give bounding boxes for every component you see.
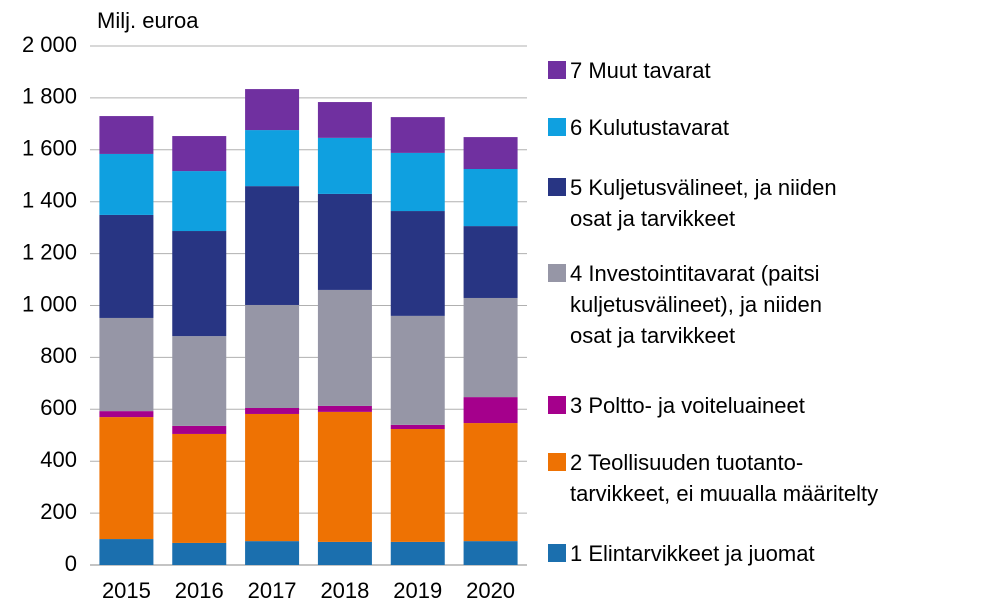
- legend-swatch: [548, 61, 566, 79]
- bar-segment: [463, 137, 518, 170]
- legend-item: 5 Kuljetusvälineet, ja niiden osat ja ta…: [548, 172, 837, 234]
- bar-segment: [317, 405, 372, 412]
- legend-item: 4 Investointitavarat (paitsi kuljetusväl…: [548, 258, 822, 351]
- legend-label: 7 Muut tavarat: [570, 58, 711, 83]
- x-tick-label: 2017: [248, 578, 297, 603]
- legend-label: 4 Investointitavarat (paitsi kuljetusväl…: [570, 261, 822, 348]
- legend-item: 1 Elintarvikkeet ja juomat: [548, 538, 815, 569]
- bar-segment: [463, 423, 518, 542]
- y-tick-label: 1 600: [22, 136, 77, 161]
- bar-segment: [172, 433, 227, 543]
- legend-swatch: [548, 178, 566, 196]
- bar-segment: [172, 425, 227, 434]
- bar-segment: [99, 317, 154, 412]
- bar-segment: [245, 541, 300, 565]
- bar-segment: [172, 336, 227, 426]
- bar-segment: [99, 411, 154, 418]
- bar-segment: [317, 137, 372, 194]
- bar-segment: [245, 408, 300, 414]
- y-tick-label: 200: [40, 499, 77, 524]
- legend-label: 5 Kuljetusvälineet, ja niiden osat ja ta…: [570, 175, 837, 231]
- bar-segment: [390, 315, 445, 425]
- x-tick-label: 2016: [175, 578, 224, 603]
- x-tick-label: 2019: [393, 578, 442, 603]
- x-tick-label: 2020: [466, 578, 515, 603]
- legend-item: 6 Kulutustavarat: [548, 112, 729, 143]
- bar-segment: [463, 297, 518, 398]
- bar-segment: [317, 411, 372, 542]
- x-tick-label: 2015: [102, 578, 151, 603]
- bar-segment: [99, 116, 154, 154]
- x-tick-label: 2018: [320, 578, 369, 603]
- y-axis-label: Milj. euroa: [97, 8, 199, 33]
- legend-item: 3 Poltto- ja voiteluaineet: [548, 390, 805, 421]
- legend-swatch: [548, 118, 566, 136]
- y-tick-label: 2 000: [22, 32, 77, 57]
- bar-segment: [172, 171, 227, 232]
- bar-segment: [99, 214, 154, 318]
- bar-segment: [390, 211, 445, 316]
- legend-swatch: [548, 264, 566, 282]
- y-tick-label: 1 200: [22, 239, 77, 264]
- legend-item: 7 Muut tavarat: [548, 55, 711, 86]
- bar-segment: [245, 130, 300, 187]
- y-tick-label: 400: [40, 447, 77, 472]
- bar-segment: [245, 304, 300, 409]
- bar-segment: [390, 541, 445, 565]
- bar-segment: [99, 153, 154, 215]
- legend-label: 2 Teollisuuden tuotanto- tarvikkeet, ei …: [570, 450, 879, 506]
- y-tick-label: 1 800: [22, 84, 77, 109]
- legend-label: 1 Elintarvikkeet ja juomat: [570, 541, 815, 566]
- legend-label: 3 Poltto- ja voiteluaineet: [570, 393, 805, 418]
- bar-segment: [317, 102, 372, 138]
- bar-segment: [390, 424, 445, 430]
- y-tick-label: 1 400: [22, 188, 77, 213]
- y-tick-label: 0: [65, 551, 77, 576]
- bar-segment: [172, 231, 227, 337]
- bar-segment: [463, 397, 518, 424]
- bar-segment: [317, 193, 372, 290]
- bar-segment: [390, 117, 445, 153]
- legend-swatch: [548, 453, 566, 471]
- bar-segment: [245, 186, 300, 305]
- bar-segment: [245, 413, 300, 542]
- bar-segment: [172, 136, 227, 172]
- legend-swatch: [548, 544, 566, 562]
- bar-segment: [172, 542, 227, 565]
- legend-item: 2 Teollisuuden tuotanto- tarvikkeet, ei …: [548, 447, 878, 509]
- y-tick-label: 1 000: [22, 291, 77, 316]
- bar-segment: [390, 152, 445, 212]
- bar-segment: [463, 226, 518, 298]
- bar-segment: [317, 541, 372, 565]
- bar-segment: [99, 539, 154, 565]
- legend-swatch: [548, 396, 566, 414]
- bar-segment: [317, 289, 372, 406]
- bar-segment: [390, 429, 445, 542]
- y-tick-label: 600: [40, 395, 77, 420]
- legend-label: 6 Kulutustavarat: [570, 115, 729, 140]
- bar-segment: [99, 417, 154, 540]
- bar-segment: [245, 89, 300, 131]
- bar-segment: [463, 169, 518, 227]
- bar-segment: [463, 541, 518, 565]
- y-tick-label: 800: [40, 343, 77, 368]
